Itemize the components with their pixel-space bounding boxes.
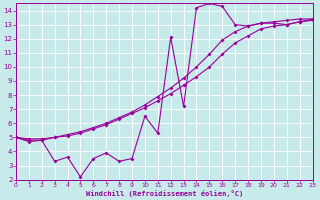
X-axis label: Windchill (Refroidissement éolien,°C): Windchill (Refroidissement éolien,°C) — [86, 190, 243, 197]
